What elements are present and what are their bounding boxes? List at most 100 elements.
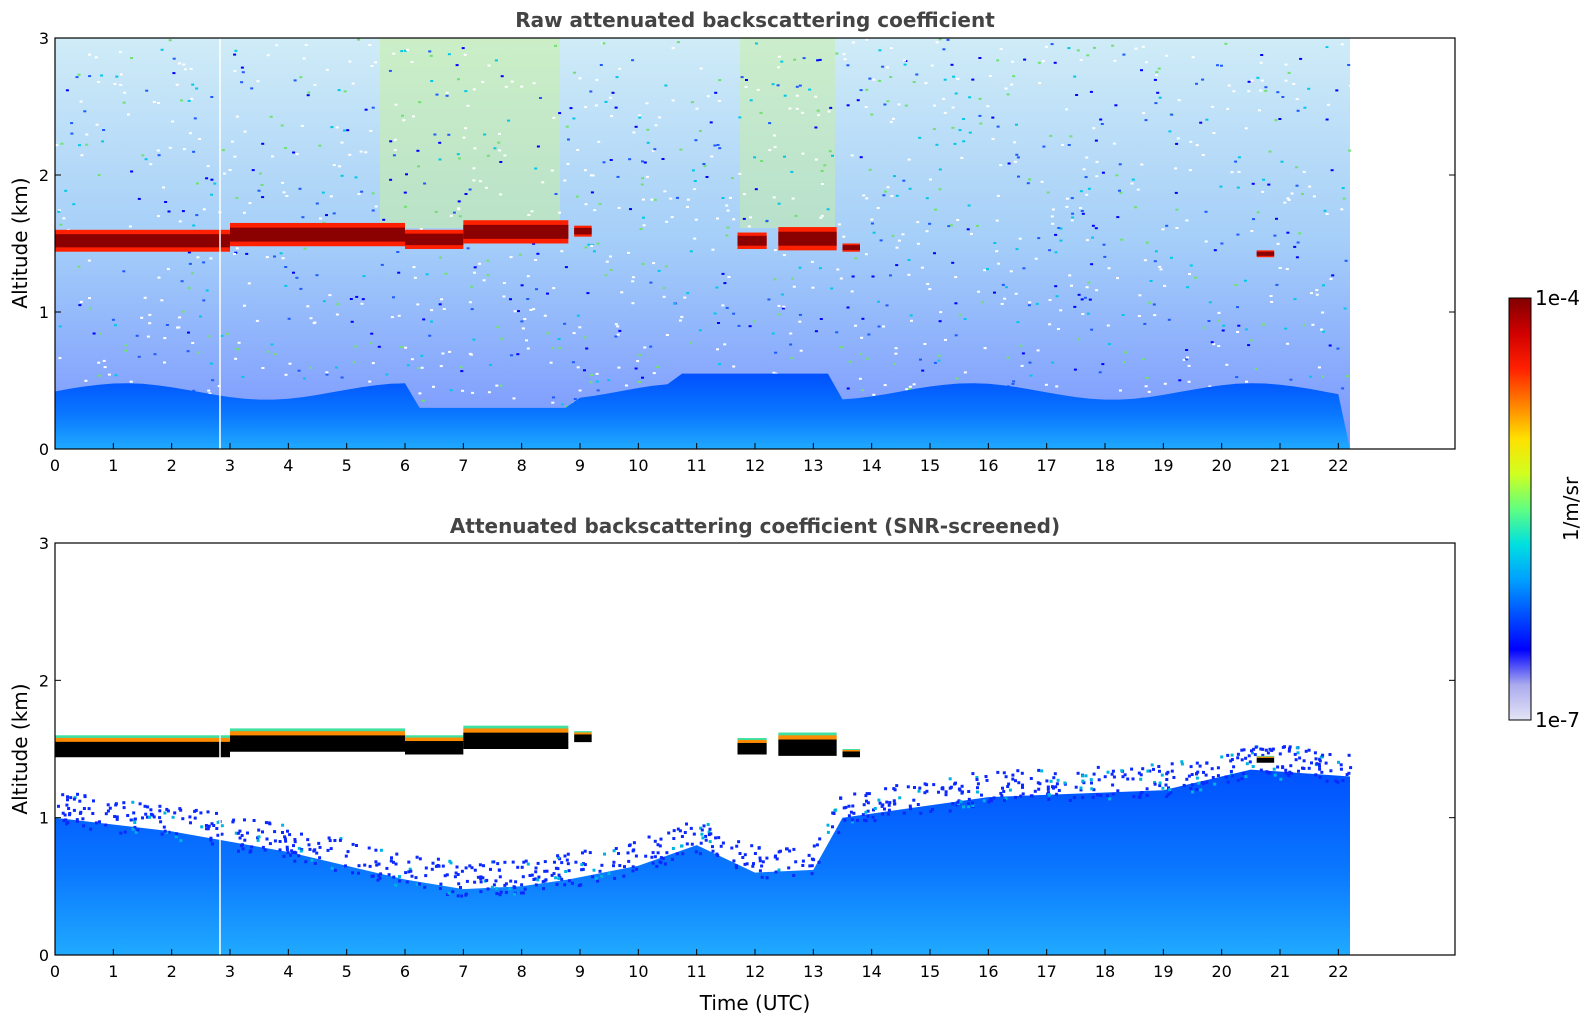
raw-speckle-pixel: [846, 306, 850, 309]
raw-speckle-pixel: [1016, 321, 1020, 324]
screened-speckle-pixel: [339, 837, 343, 841]
screened-speckle-pixel: [174, 835, 178, 839]
raw-speckle-pixel: [1340, 43, 1344, 46]
raw-speckle-pixel: [756, 88, 760, 91]
screened-speckle-pixel: [1096, 765, 1100, 769]
raw-speckle-pixel: [88, 75, 92, 78]
raw-speckle-pixel: [87, 259, 91, 262]
screened-speckle-pixel: [735, 844, 739, 848]
raw-speckle-pixel: [122, 101, 126, 104]
raw-speckle-pixel: [951, 126, 955, 129]
raw-speckle-pixel: [330, 126, 334, 129]
screened-speckle-pixel: [1345, 773, 1349, 777]
raw-speckle-pixel: [368, 44, 372, 46]
raw-speckle-pixel: [683, 296, 687, 299]
raw-speckle-pixel: [1136, 188, 1140, 191]
raw-speckle-pixel: [572, 117, 576, 120]
raw-speckle-pixel: [560, 403, 564, 406]
raw-speckle-pixel: [512, 397, 516, 400]
raw-speckle-pixel: [472, 338, 476, 341]
screened-speckle-pixel: [707, 830, 711, 834]
screened-speckle-pixel: [1301, 766, 1304, 770]
raw-speckle-pixel: [1236, 186, 1240, 189]
screened-speckle-pixel: [318, 845, 322, 849]
raw-speckle-pixel: [932, 128, 936, 131]
raw-speckle-pixel: [175, 83, 179, 86]
raw-speckle-pixel: [616, 333, 620, 336]
raw-speckle-pixel: [404, 49, 407, 52]
raw-speckle-pixel: [716, 217, 719, 220]
screened-speckle-pixel: [957, 787, 961, 791]
raw-speckle-pixel: [616, 175, 620, 178]
raw-speckle-pixel: [771, 83, 775, 86]
raw-speckle-pixel: [1276, 91, 1280, 94]
screened-speckle-pixel: [166, 809, 170, 813]
raw-speckle-pixel: [275, 44, 279, 47]
screened-speckle-pixel: [583, 863, 587, 867]
screened-speckle-pixel: [171, 815, 175, 819]
screened-speckle-pixel: [1145, 787, 1149, 791]
raw-speckle-pixel: [567, 138, 570, 141]
raw-speckle-pixel: [680, 315, 684, 318]
raw-speckle-pixel: [615, 76, 619, 79]
screened-speckle-pixel: [141, 816, 144, 820]
raw-speckle-pixel: [207, 335, 211, 338]
screened-speckle-pixel: [67, 807, 71, 810]
raw-speckle-pixel: [614, 335, 618, 338]
raw-speckle-pixel: [1013, 160, 1017, 163]
screened-speckle-pixel: [231, 820, 235, 824]
screened-speckle-pixel: [239, 844, 243, 848]
raw-speckle-pixel: [75, 76, 79, 79]
raw-speckle-pixel: [907, 259, 911, 261]
raw-speckle-pixel: [583, 336, 587, 339]
raw-speckle-pixel: [638, 354, 642, 357]
raw-speckle-pixel: [504, 85, 508, 88]
raw-speckle-pixel: [343, 90, 347, 93]
raw-speckle-pixel: [463, 53, 467, 56]
screened-speckle-pixel: [892, 799, 896, 803]
raw-speckle-pixel: [1080, 298, 1084, 301]
screened-speckle-pixel: [925, 783, 929, 787]
screened-speckle-pixel: [418, 857, 422, 861]
raw-speckle-pixel: [933, 361, 937, 364]
screened-speckle-pixel: [1105, 794, 1109, 798]
raw-speckle-pixel: [456, 153, 460, 156]
screened-speckle-pixel: [333, 839, 337, 842]
raw-speckle-pixel: [811, 286, 815, 289]
screened-speckle-pixel: [457, 882, 461, 886]
screened-speckle-pixel: [614, 847, 618, 850]
screened-cloud-segment: [737, 742, 767, 755]
raw-speckle-pixel: [1028, 361, 1032, 364]
raw-speckle-pixel: [148, 313, 152, 316]
screened-speckle-pixel: [560, 877, 564, 881]
raw-speckle-pixel: [1174, 191, 1178, 194]
raw-speckle-pixel: [497, 141, 501, 144]
raw-speckle-pixel: [1278, 267, 1282, 269]
raw-speckle-pixel: [1156, 91, 1160, 94]
screened-speckle-pixel: [513, 892, 517, 896]
screened-speckle-pixel: [1131, 777, 1135, 781]
raw-speckle-pixel: [933, 252, 936, 255]
raw-speckle-pixel: [1155, 74, 1159, 77]
screened-speckle-pixel: [464, 892, 468, 896]
screened-speckle-pixel: [623, 865, 626, 869]
raw-speckle-pixel: [777, 66, 781, 69]
x-tick-label: 9: [575, 962, 585, 981]
raw-speckle-pixel: [160, 48, 164, 51]
screened-speckle-pixel: [160, 832, 164, 836]
raw-speckle-pixel: [202, 261, 206, 264]
raw-speckle-pixel: [261, 196, 265, 199]
raw-speckle-pixel: [404, 346, 408, 349]
screened-speckle-pixel: [465, 879, 469, 883]
raw-speckle-pixel: [1348, 84, 1352, 87]
raw-speckle-pixel: [1221, 329, 1225, 332]
raw-speckle-pixel: [498, 149, 502, 152]
screened-speckle-pixel: [241, 847, 245, 851]
raw-speckle-pixel: [85, 133, 89, 136]
raw-speckle-pixel: [1219, 185, 1223, 188]
screened-speckle-pixel: [1055, 782, 1059, 786]
raw-speckle-pixel: [774, 351, 778, 354]
raw-speckle-pixel: [193, 117, 197, 120]
screened-speckle-pixel: [328, 839, 332, 843]
screened-speckle-pixel: [1020, 771, 1024, 775]
